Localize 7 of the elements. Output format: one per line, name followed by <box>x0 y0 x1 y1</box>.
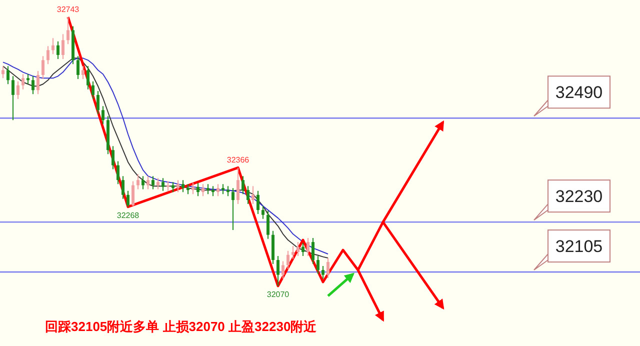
annotation: 32366 <box>226 156 250 165</box>
ref-line-label: 32105 <box>555 237 603 256</box>
ref-line-label: 32230 <box>555 187 603 206</box>
annotation: 32070 <box>266 290 290 299</box>
annotation: 32743 <box>56 5 80 14</box>
annotation: 32268 <box>116 210 140 220</box>
ref-line-label: 32490 <box>555 83 603 102</box>
